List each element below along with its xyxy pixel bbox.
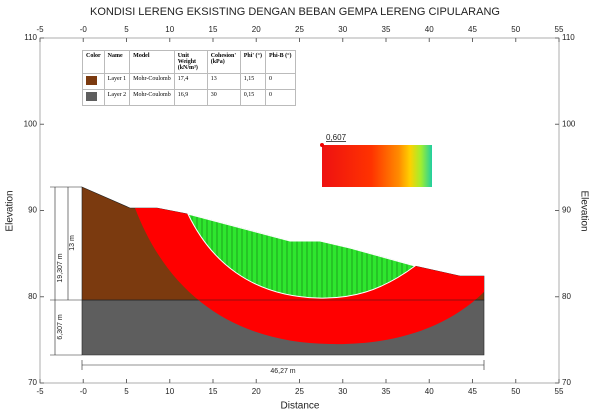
slip-center xyxy=(320,143,324,147)
y-tick-label-right: 80 xyxy=(562,292,571,301)
x-tick-label: 25 xyxy=(295,387,304,396)
table-cell: 30 xyxy=(206,89,241,106)
table-cell: 1,15 xyxy=(239,73,266,90)
y-tick-label-right: 70 xyxy=(562,378,571,387)
x-tick-label-top: -5 xyxy=(36,25,44,34)
header-cell: Unit Weight (kN/m³) xyxy=(173,50,208,74)
contour-thumbnail xyxy=(322,145,432,187)
x-tick-label-top: 55 xyxy=(555,25,564,34)
x-tick-label-top: 10 xyxy=(165,25,174,34)
y-tick-label: 100 xyxy=(24,119,38,128)
x-tick-label: 45 xyxy=(468,387,477,396)
color-swatch xyxy=(86,76,97,85)
table-cell: Layer 1 xyxy=(103,73,131,90)
x-tick-label-top: 35 xyxy=(382,25,391,34)
y-tick-label: 70 xyxy=(28,378,37,387)
dimension-lines xyxy=(50,186,485,370)
header-cell: Cohesion' (kPa) xyxy=(206,50,241,74)
y-axis-label-right: Elevation xyxy=(578,190,589,231)
x-tick-label-top: 40 xyxy=(425,25,434,34)
color-cell xyxy=(82,73,105,90)
y-axis-label: Elevation xyxy=(5,190,16,231)
x-tick-label-top: 45 xyxy=(468,25,477,34)
y-tick-label-right: 110 xyxy=(562,33,575,42)
table-row: Layer 1 Mohr-Coulomb 17,4 13 1,15 0 xyxy=(82,73,296,90)
table-cell: Layer 2 xyxy=(103,89,131,106)
table-cell: Mohr-Coulomb xyxy=(129,89,175,106)
x-tick-label: 30 xyxy=(338,387,347,396)
header-row: Color Name Model Unit Weight (kN/m³) Cohesio… xyxy=(82,50,296,74)
color-swatch xyxy=(86,92,97,101)
title: KONDISI LERENG EKSISTING DENGAN BEBAN GE… xyxy=(90,6,500,18)
x-tick-label: 5 xyxy=(124,387,129,396)
x-tick-label-top: 50 xyxy=(511,25,520,34)
x-tick-label: 35 xyxy=(382,387,391,396)
x-tick-label: 55 xyxy=(555,387,564,396)
table-cell: 13 xyxy=(206,73,241,90)
header-cell: Phi-B (°) xyxy=(264,50,296,74)
table-cell: Mohr-Coulomb xyxy=(129,73,175,90)
slip-zone xyxy=(187,213,417,299)
material-table: Color Name Model Unit Weight (kN/m³) Cohesio… xyxy=(82,50,296,106)
x-tick-label-top: 15 xyxy=(209,25,218,34)
dim-upper-height: 13 m xyxy=(69,235,76,251)
dim-width: 46,27 m xyxy=(270,368,295,375)
x-tick-label: -5 xyxy=(36,387,44,396)
table-cell: 16,9 xyxy=(173,89,208,106)
x-tick-label: 10 xyxy=(165,387,174,396)
color-cell xyxy=(82,89,105,106)
x-tick-label: 40 xyxy=(425,387,434,396)
header-cell: Name xyxy=(103,50,131,74)
x-tick-label: 15 xyxy=(209,387,218,396)
table-cell: 0,15 xyxy=(239,89,266,106)
header-cell: Color xyxy=(82,50,105,74)
x-tick-label-top: 20 xyxy=(252,25,261,34)
x-tick-label: -0 xyxy=(80,387,88,396)
table-cell: 0 xyxy=(264,73,296,90)
x-tick-label-top: -0 xyxy=(80,25,88,34)
x-tick-label: 50 xyxy=(511,387,520,396)
table-cell: 0 xyxy=(264,89,296,106)
y-tick-label: 90 xyxy=(28,206,37,215)
header-cell: Phi' (°) xyxy=(239,50,266,74)
table-cell: 17,4 xyxy=(173,73,208,90)
header-cell: Model xyxy=(129,50,175,74)
x-tick-label-top: 5 xyxy=(124,25,129,34)
dim-lower-height: 6,307 m xyxy=(57,314,64,339)
x-tick-label-top: 25 xyxy=(295,25,304,34)
x-tick-label-top: 30 xyxy=(338,25,347,34)
factor-of-safety: 0,607 xyxy=(326,133,347,142)
y-tick-label-right: 100 xyxy=(562,119,576,128)
y-tick-label-right: 90 xyxy=(562,206,571,215)
dim-total-height: 19,307 m xyxy=(57,253,64,282)
y-tick-label: 110 xyxy=(24,33,37,42)
table-row: Layer 2 Mohr-Coulomb 16,9 30 0,15 0 xyxy=(82,89,296,106)
x-tick-label: 20 xyxy=(252,387,261,396)
y-tick-label: 80 xyxy=(28,292,37,301)
x-axis-label: Distance xyxy=(281,401,320,412)
